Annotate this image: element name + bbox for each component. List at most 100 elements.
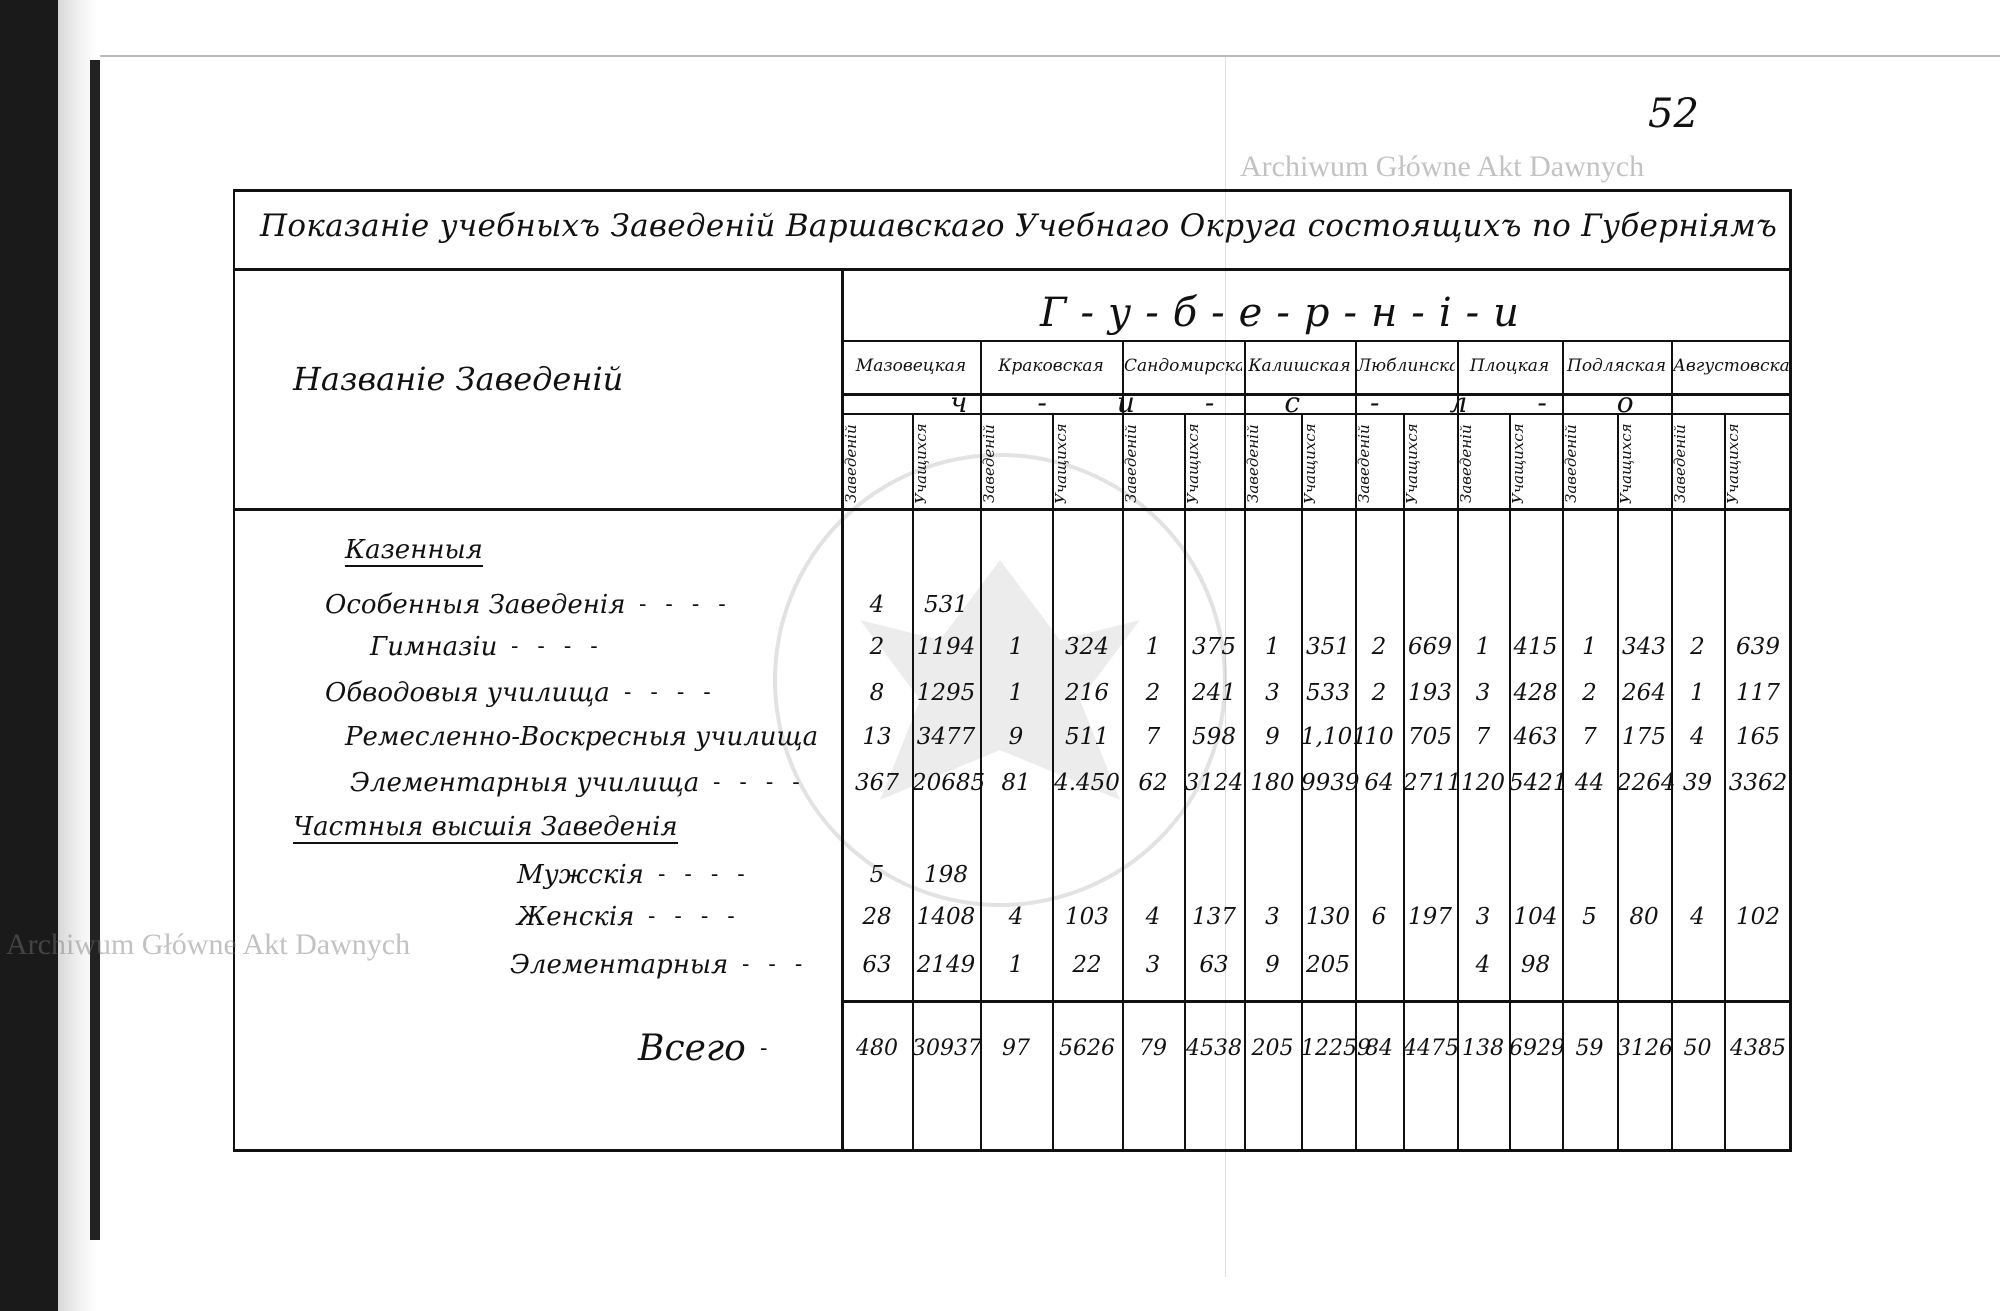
table-cell: 120	[1461, 770, 1505, 796]
leader-dashes: - - - -	[648, 904, 741, 929]
province-header: Мазовецкая	[855, 356, 967, 376]
table-cell: 1	[1008, 634, 1024, 660]
names-column-divider	[841, 268, 844, 1152]
row-label: Женскія	[517, 902, 635, 932]
table-cell: 264	[1622, 680, 1666, 706]
table-cell: 5421	[1509, 770, 1568, 796]
total-cell: 4538	[1186, 1036, 1242, 1061]
column-divider	[1355, 340, 1357, 1152]
total-cell: 5626	[1059, 1036, 1115, 1061]
institutions-subheader: Заведеній	[1562, 424, 1580, 504]
table-cell: 9939	[1301, 770, 1360, 796]
table-cell: 2	[1690, 634, 1705, 660]
column-divider	[1724, 413, 1726, 1152]
table-cell: 415	[1513, 634, 1558, 660]
province-header: Плоцкая	[1469, 356, 1550, 376]
table-cell: 2149	[916, 952, 976, 978]
total-cell: 138	[1462, 1036, 1504, 1061]
table-cell: 3477	[916, 724, 976, 750]
column-divider	[1617, 413, 1619, 1152]
table-cell: 165	[1736, 724, 1780, 750]
table-cell: 705	[1408, 724, 1452, 750]
total-row-label: Всего	[638, 1028, 746, 1069]
table-cell: 6	[1371, 904, 1387, 930]
table-cell: 1	[1690, 680, 1705, 706]
table-cell: 64	[1364, 770, 1394, 796]
table-cell: 428	[1513, 680, 1558, 706]
table-cell: 2	[1145, 680, 1161, 706]
students-subheader: Учащихся	[1724, 423, 1742, 505]
institutions-subheader: Заведеній	[980, 424, 998, 504]
table-cell: 4	[1690, 724, 1705, 750]
table-cell: 197	[1408, 904, 1452, 930]
total-cell: 3126	[1617, 1036, 1673, 1061]
leader-dashes: -	[760, 1036, 774, 1061]
total-cell: 84	[1365, 1036, 1393, 1061]
column-divider	[1671, 340, 1673, 1152]
total-cell: 59	[1575, 1036, 1604, 1061]
table-cell: 1	[1475, 634, 1491, 660]
table-cell: 63	[1199, 952, 1229, 978]
table-cell: 241	[1192, 680, 1236, 706]
table-cell: 7	[1145, 724, 1161, 750]
students-subheader: Учащихся	[1509, 423, 1527, 505]
total-cell: 480	[856, 1036, 898, 1061]
institutions-subheader: Заведеній	[1457, 424, 1475, 504]
table-cell: 375	[1192, 634, 1236, 660]
table-cell: 3124	[1184, 770, 1244, 796]
table-cell: 531	[924, 592, 968, 618]
table-title: Показаніе учебныхъ Заведеній Варшавскаго…	[260, 208, 1778, 244]
table-cell: 4.450	[1054, 770, 1120, 796]
province-header: Краковская	[998, 356, 1104, 376]
table-cell: 1295	[916, 680, 976, 706]
table-cell: 20685	[912, 770, 986, 796]
row-label: Мужскія	[517, 860, 644, 890]
table-cell: 2711	[1403, 770, 1462, 796]
table-cell: 4	[869, 592, 885, 618]
leader-dashes: - - -	[742, 952, 809, 977]
table-cell: 3	[1145, 952, 1161, 978]
page-number: 52	[1648, 91, 1699, 137]
binding-strip	[0, 0, 58, 1311]
table-cell: 62	[1138, 770, 1168, 796]
column-divider	[980, 340, 982, 1152]
table-cell: 2	[1371, 680, 1387, 706]
total-rule	[842, 1000, 1792, 1003]
row-label: Элементарныя	[510, 950, 729, 980]
province-header: Калишская	[1248, 356, 1351, 376]
column-divider	[1184, 413, 1186, 1152]
students-subheader: Учащихся	[1403, 423, 1421, 505]
table-cell: 104	[1513, 904, 1558, 930]
table-cell: 2	[869, 634, 885, 660]
total-cell: 30937	[912, 1036, 982, 1061]
table-cell: 193	[1408, 680, 1452, 706]
chislo-rule	[842, 413, 1792, 415]
column-divider	[1509, 413, 1511, 1152]
table-cell: 1	[1008, 952, 1024, 978]
table-cell: 9	[1265, 724, 1280, 750]
leader-dashes: - - - -	[624, 680, 717, 705]
column-divider	[912, 413, 914, 1152]
province-header: Люблинская	[1357, 356, 1455, 376]
table-cell: 39	[1682, 770, 1713, 796]
table-cell: 8	[869, 680, 885, 706]
row-label: Ремесленно-Воскресныя училища	[345, 722, 819, 752]
table-cell: 598	[1192, 724, 1236, 750]
table-cell: 3	[1265, 680, 1280, 706]
table-cell: 44	[1574, 770, 1605, 796]
table-cell: 80	[1629, 904, 1659, 930]
row-label: Элементарныя училища	[350, 768, 700, 798]
column-divider	[1122, 340, 1124, 1152]
table-cell: 13	[862, 724, 892, 750]
table-cell: 7	[1475, 724, 1491, 750]
archive-watermark: Archiwum Główne Akt Dawnych	[1240, 150, 1645, 183]
column-divider	[1403, 413, 1405, 1152]
names-column-header: Названіе Заведеній	[293, 360, 624, 398]
institutions-subheader: Заведеній	[1122, 424, 1140, 504]
column-divider	[1301, 413, 1303, 1152]
table-cell: 180	[1250, 770, 1295, 796]
table-cell: 22	[1072, 952, 1102, 978]
table-cell: 533	[1306, 680, 1350, 706]
total-cell: 97	[1002, 1036, 1030, 1061]
section-heading: Частныя высшія Заведенія	[293, 812, 678, 844]
